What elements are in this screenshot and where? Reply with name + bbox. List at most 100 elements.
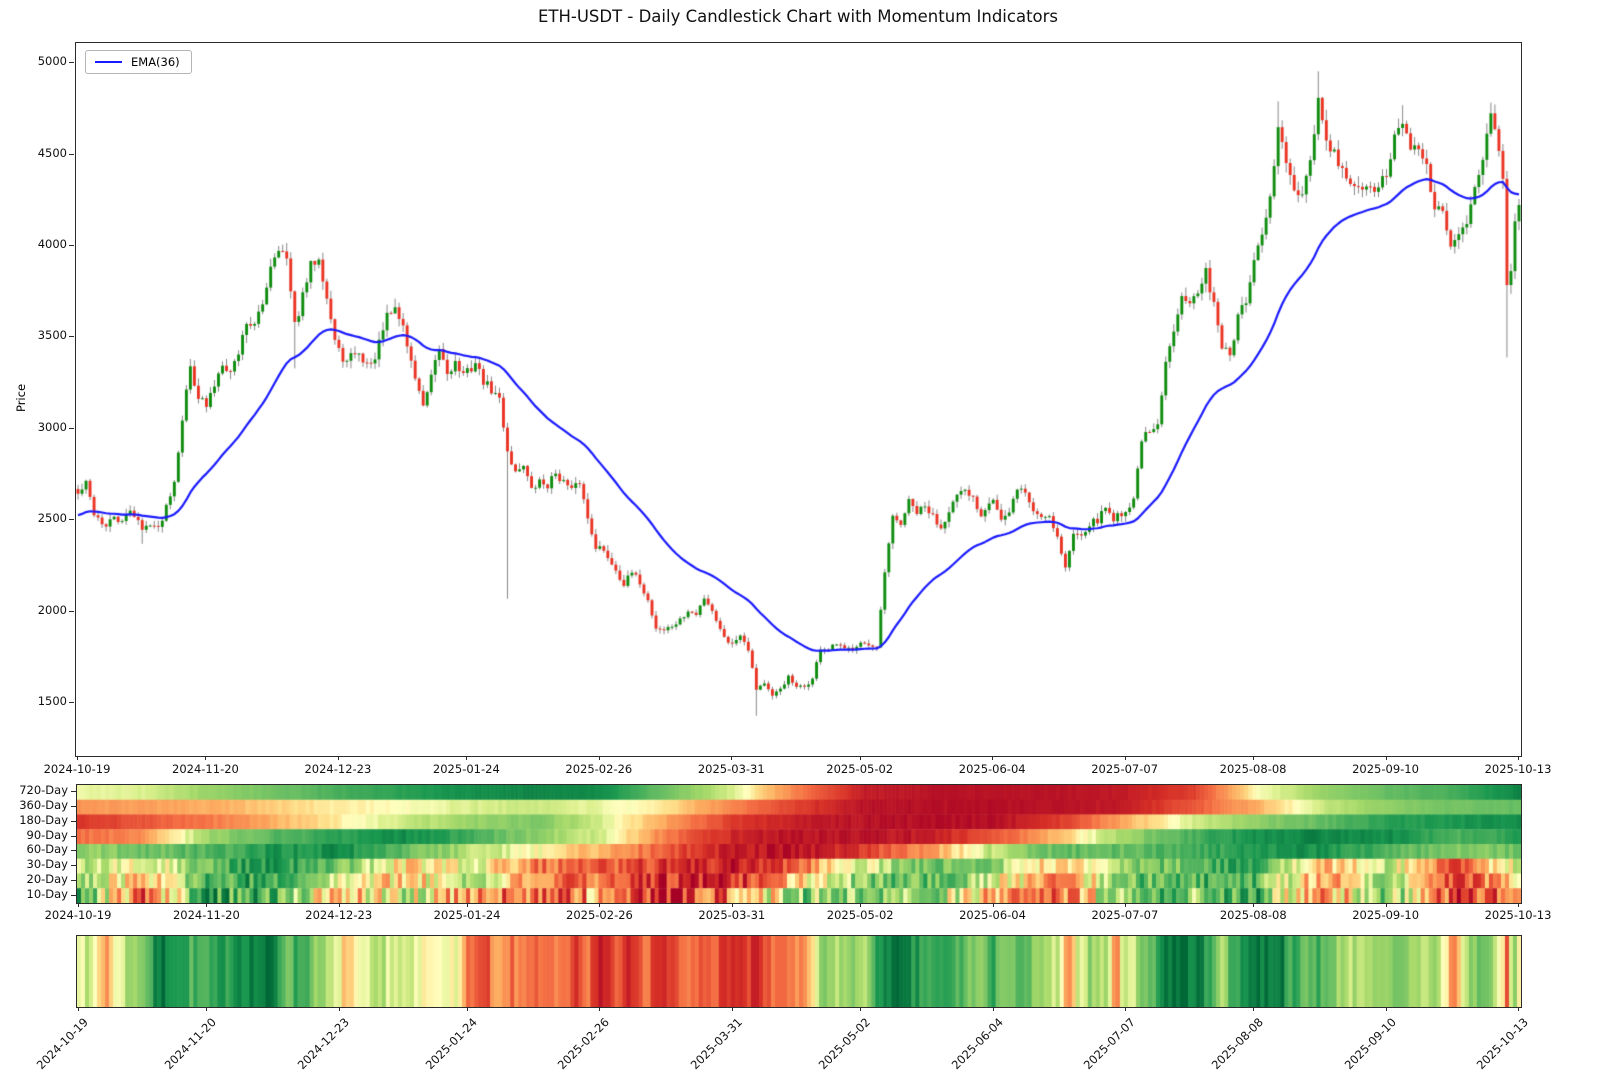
- strip-x-tick-label: 2025-07-07: [1080, 1015, 1138, 1073]
- strip-x-tick-mark: [78, 1007, 79, 1011]
- strip-x-tick-label: 2025-05-02: [815, 1015, 874, 1073]
- strip-x-tick-label: 2025-06-04: [948, 1015, 1006, 1073]
- composite-momentum-strip-panel: [76, 935, 1522, 1008]
- heatmap-x-tick-label: 2025-06-04: [959, 908, 1026, 922]
- strip-x-tick-mark: [338, 1007, 340, 1011]
- heatmap-row-tick: [71, 820, 76, 822]
- heatmap-x-tick-label: 2024-10-19: [44, 908, 112, 922]
- heatmap-x-tick-label: 2025-10-13: [1484, 908, 1552, 922]
- x-tick-label: 2025-06-04: [958, 762, 1026, 776]
- heatmap-x-tick-mark: [1385, 903, 1387, 907]
- x-tick-mark: [859, 756, 861, 760]
- heatmap-row-label: 720-Day: [19, 783, 68, 798]
- heatmap-x-tick-mark: [1253, 903, 1255, 907]
- heatmap-row-tick: [71, 850, 76, 852]
- x-tick-mark: [1385, 756, 1387, 760]
- y-tick-label: 5000: [37, 54, 67, 69]
- heatmap-x-tick-label: 2025-09-10: [1352, 908, 1420, 922]
- strip-x-tick-label: 2025-08-08: [1208, 1015, 1267, 1073]
- heatmap-row-label: 60-Day: [26, 842, 69, 857]
- x-tick-label: 2025-01-24: [432, 762, 500, 776]
- strip-x-tick-label: 2024-12-23: [294, 1015, 352, 1073]
- strip-x-tick-label: 2025-03-31: [687, 1015, 745, 1073]
- y-tick-label: 3500: [37, 328, 67, 343]
- strip-x-tick-mark: [731, 1007, 733, 1011]
- strip-x-tick-label: 2024-10-19: [33, 1015, 91, 1073]
- composite-momentum-strip-canvas: [77, 936, 1521, 1007]
- x-tick-mark: [1517, 756, 1519, 760]
- strip-x-tick-mark: [599, 1007, 601, 1011]
- strip-x-tick-mark: [206, 1007, 208, 1011]
- heatmap-x-tick-mark: [78, 903, 79, 907]
- momentum-heatmap-panel: [76, 784, 1522, 904]
- heatmap-x-tick-label: 2025-07-07: [1091, 908, 1159, 922]
- x-tick-mark: [1124, 756, 1126, 760]
- heatmap-row-label: 30-Day: [26, 857, 69, 872]
- legend: EMA(36): [85, 50, 192, 74]
- strip-x-tick-label: 2025-09-10: [1341, 1015, 1399, 1073]
- heatmap-row-tick: [71, 806, 76, 808]
- y-tick-label: 4500: [37, 145, 67, 160]
- candlestick-panel: EMA(36): [75, 42, 1522, 757]
- heatmap-x-tick-label: 2024-11-20: [172, 908, 240, 922]
- y-tick-label: 1500: [37, 693, 67, 708]
- heatmap-row-label: 10-Day: [26, 886, 69, 901]
- heatmap-row-tick: [71, 835, 76, 837]
- strip-x-tick-mark: [1124, 1007, 1126, 1011]
- heatmap-x-tick-mark: [992, 903, 994, 907]
- y-tick-mark: [69, 244, 74, 246]
- heatmap-x-tick-label: 2025-08-08: [1219, 908, 1287, 922]
- y-tick-mark: [69, 701, 74, 703]
- x-tick-mark: [466, 756, 468, 760]
- x-tick-label: 2024-10-19: [43, 762, 111, 776]
- y-tick-mark: [69, 610, 74, 612]
- heatmap-row-tick: [71, 894, 76, 896]
- heatmap-x-tick-mark: [206, 903, 208, 907]
- strip-x-tick-mark: [467, 1007, 469, 1011]
- heatmap-x-tick-label: 2024-12-23: [305, 908, 373, 922]
- ema-line-sample: [95, 61, 122, 63]
- y-tick-label: 2500: [37, 511, 67, 526]
- x-tick-label: 2024-11-20: [172, 762, 239, 776]
- x-tick-label: 2025-07-07: [1091, 762, 1159, 776]
- legend-label: EMA(36): [131, 55, 180, 69]
- heatmap-row-label: 180-Day: [19, 812, 68, 827]
- candlestick-canvas: [76, 43, 1521, 756]
- x-tick-mark: [598, 756, 600, 760]
- strip-x-tick-mark: [1517, 1007, 1519, 1011]
- x-tick-label: 2025-08-08: [1219, 762, 1287, 776]
- x-tick-label: 2024-12-23: [304, 762, 372, 776]
- x-tick-mark: [205, 756, 207, 760]
- strip-x-tick-mark: [1253, 1007, 1255, 1011]
- strip-x-tick-mark: [1385, 1007, 1387, 1011]
- heatmap-row-label: 90-Day: [26, 827, 69, 842]
- heatmap-x-tick-mark: [860, 903, 862, 907]
- heatmap-x-tick-mark: [1124, 903, 1126, 907]
- heatmap-x-tick-label: 2025-01-24: [433, 908, 501, 922]
- heatmap-x-tick-mark: [731, 903, 733, 907]
- strip-x-tick-label: 2025-01-24: [422, 1015, 480, 1073]
- heatmap-x-tick-label: 2025-03-31: [698, 908, 766, 922]
- heatmap-x-tick-mark: [467, 903, 469, 907]
- y-tick-mark: [69, 427, 74, 429]
- x-tick-label: 2025-05-02: [826, 762, 894, 776]
- heatmap-x-tick-mark: [1517, 903, 1519, 907]
- y-tick-mark: [69, 153, 74, 155]
- heatmap-row-label: 360-Day: [19, 798, 68, 813]
- chart-title: ETH-USDT - Daily Candlestick Chart with …: [537, 7, 1059, 26]
- heatmap-row-tick: [71, 865, 76, 867]
- heatmap-x-tick-label: 2025-02-26: [566, 908, 633, 922]
- x-tick-label: 2025-09-10: [1352, 762, 1419, 776]
- x-tick-label: 2025-03-31: [697, 762, 765, 776]
- x-tick-mark: [992, 756, 994, 760]
- y-tick-mark: [69, 519, 74, 521]
- x-tick-mark: [731, 756, 733, 760]
- y-tick-mark: [69, 62, 74, 64]
- strip-x-tick-label: 2024-11-20: [162, 1015, 220, 1073]
- momentum-heatmap-canvas: [77, 785, 1521, 903]
- y-tick-label: 2000: [37, 602, 67, 617]
- y-tick-label: 4000: [37, 236, 67, 251]
- heatmap-row-tick: [71, 791, 76, 793]
- strip-x-tick-mark: [992, 1007, 994, 1011]
